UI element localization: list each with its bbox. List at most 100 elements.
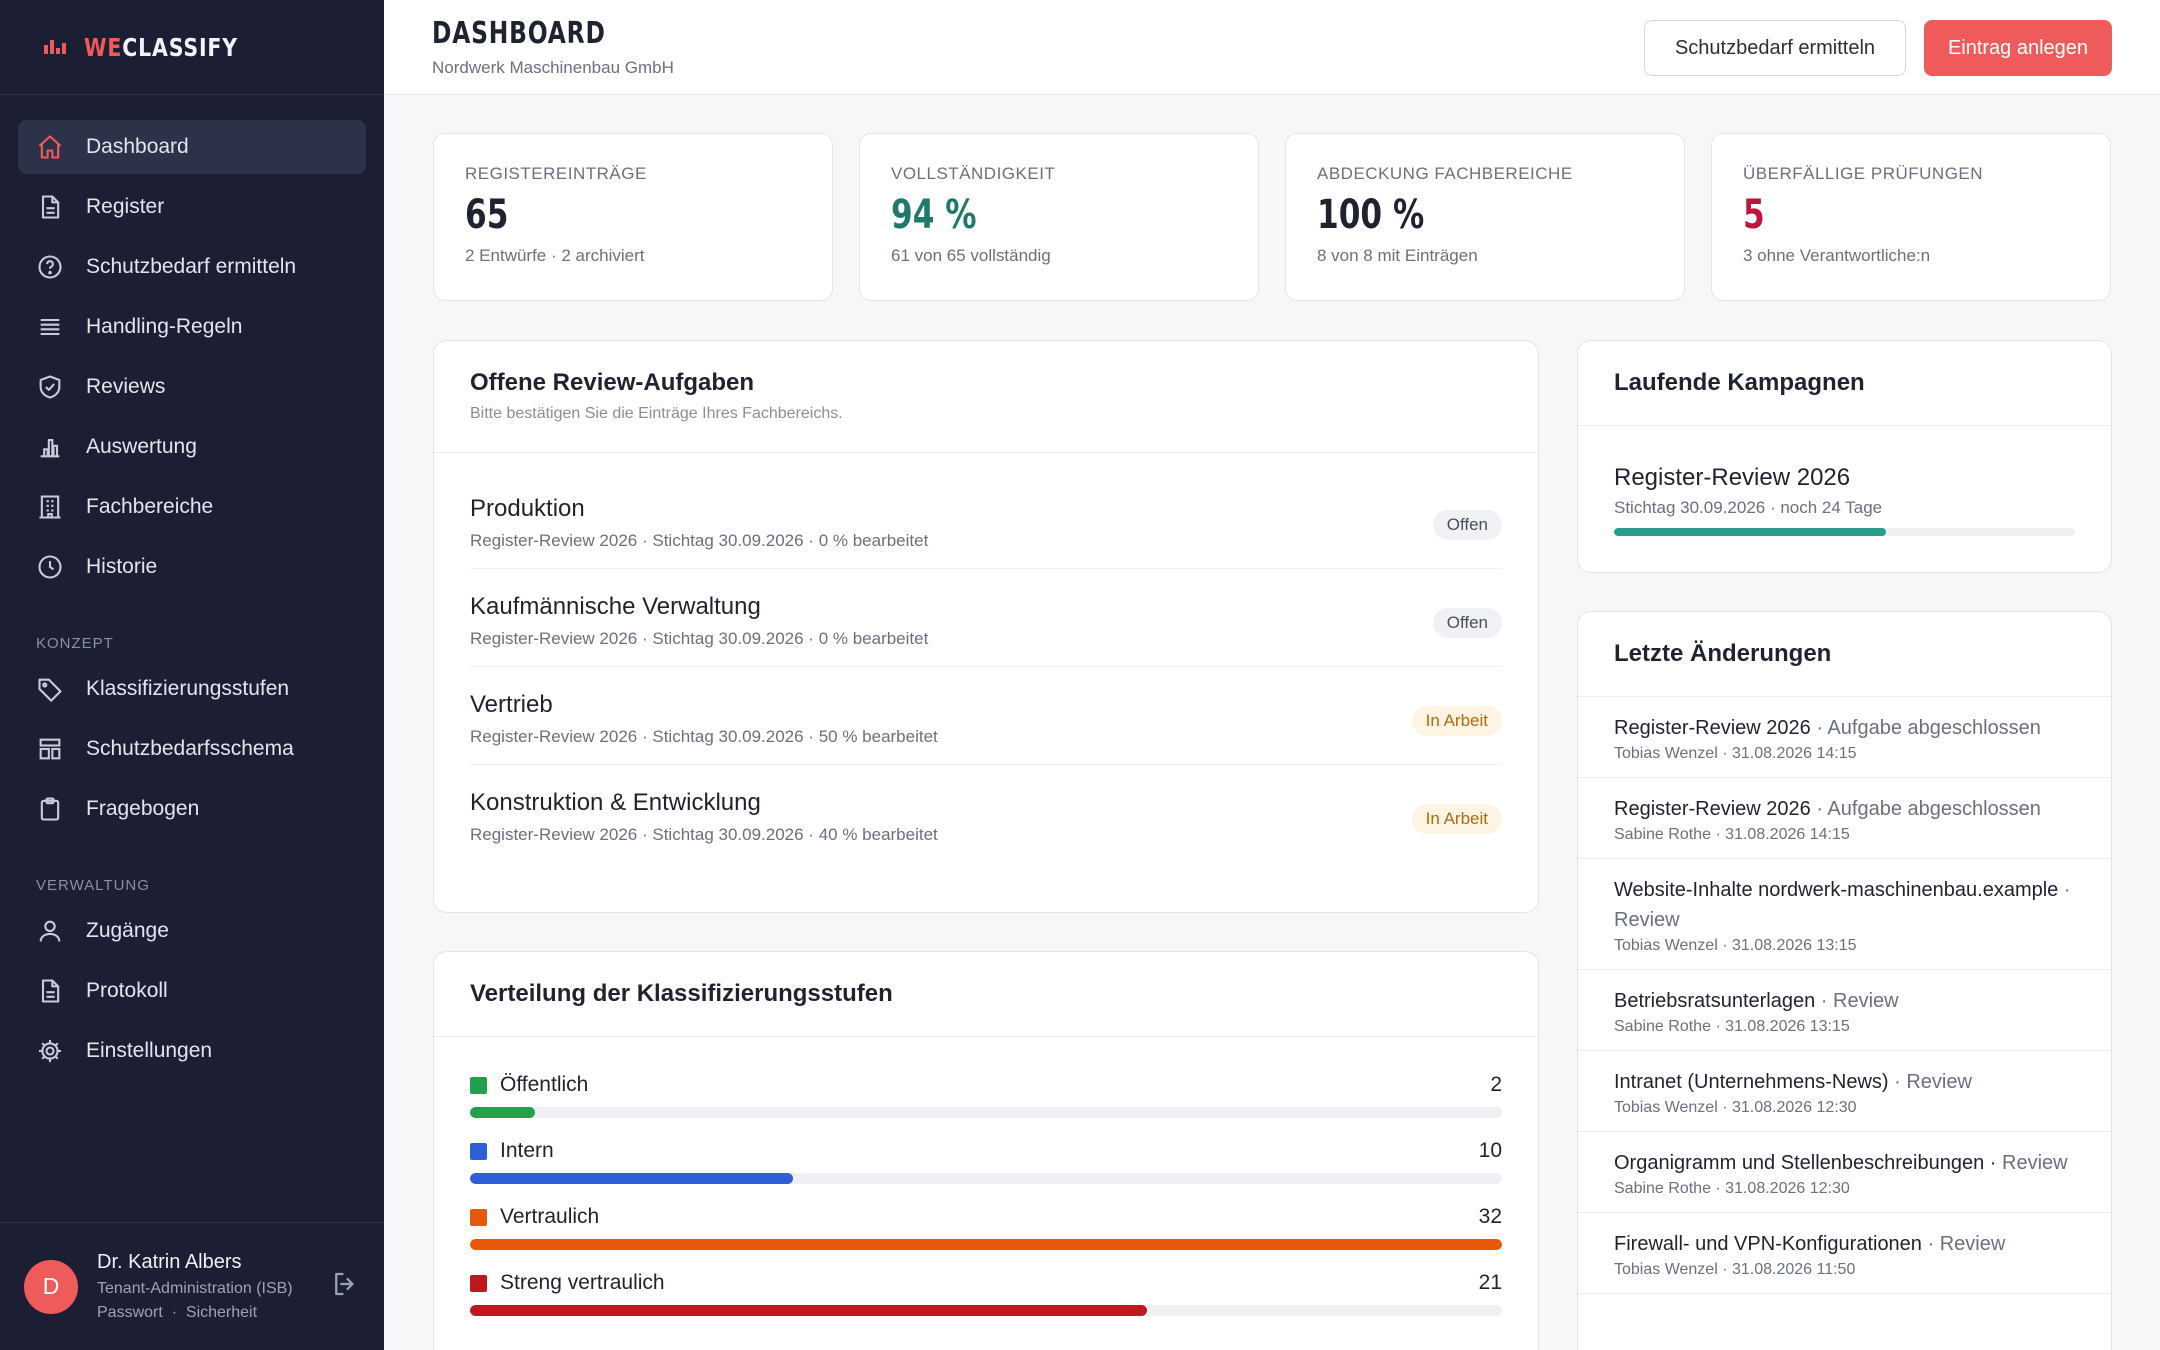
stat-sub: 3 ohne Verantwortliche:n	[1743, 246, 1931, 265]
distribution-card: Verteilung der Klassifizierungsstufen Öf…	[433, 951, 1539, 1350]
task-name: Produktion	[470, 495, 585, 522]
brand[interactable]: WECLASSIFY	[0, 0, 384, 95]
change-title: Intranet (Unternehmens-News)	[1614, 1071, 1889, 1093]
sidebar-item-protokoll[interactable]: Protokoll	[18, 964, 366, 1018]
sidebar-item-auswertung[interactable]: Auswertung	[18, 420, 366, 474]
top-header: DASHBOARD Nordwerk Maschinenbau GmbH Sch…	[384, 0, 2160, 95]
sidebar-item-handling-regeln[interactable]: Handling-Regeln	[18, 300, 366, 354]
brand-name: WECLASSIFY	[84, 32, 238, 62]
change-meta: Tobias Wenzel · 31.08.2026 13:15	[1614, 937, 1857, 954]
stat-label: ABDECKUNG FACHBEREICHE	[1317, 164, 1573, 183]
task-row[interactable]: Produktion Register-Review 2026 · Sticht…	[470, 471, 1502, 569]
stat-sub: 61 von 65 vollständig	[891, 246, 1051, 265]
task-row[interactable]: Vertrieb Register-Review 2026 · Stichtag…	[470, 667, 1502, 765]
status-badge: In Arbeit	[1411, 804, 1502, 834]
logout-icon[interactable]	[330, 1269, 360, 1299]
sidebar-nav: Dashboard Register Schutzbedarf ermittel…	[0, 95, 384, 1078]
stat-card-ueberfaellig[interactable]: ÜBERFÄLLIGE PRÜFUNGEN 5 3 ohne Verantwor…	[1711, 133, 2111, 301]
clock-icon	[38, 555, 62, 579]
stat-card-vollstaendigkeit[interactable]: VOLLSTÄNDIGKEIT 94 % 61 von 65 vollständ…	[859, 133, 1259, 301]
tenant-name: Nordwerk Maschinenbau GmbH	[432, 58, 674, 77]
level-count: 21	[1478, 1271, 1502, 1294]
change-title: Firewall- und VPN-Konfigurationen	[1614, 1233, 1922, 1255]
sidebar-item-reviews[interactable]: Reviews	[18, 360, 366, 414]
shield-check-icon	[39, 375, 61, 399]
user-role: Tenant-Administration (ISB)	[97, 1280, 293, 1297]
sidebar-item-register[interactable]: Register	[18, 180, 366, 234]
legend-swatch	[470, 1077, 487, 1094]
sidebar-item-zugaenge[interactable]: Zugänge	[18, 904, 366, 958]
campaign-meta: Stichtag 30.09.2026 · noch 24 Tage	[1614, 498, 1883, 517]
level-label: Streng vertraulich	[500, 1271, 665, 1294]
link-separator: ·	[171, 1304, 178, 1321]
change-action: · Review	[1815, 990, 1899, 1012]
change-item[interactable]: Firewall- und VPN-Konfigurationen · Revi…	[1578, 1213, 2111, 1294]
security-link[interactable]: Sicherheit	[185, 1304, 258, 1321]
sidebar-item-dashboard[interactable]: Dashboard	[18, 120, 366, 174]
sidebar-item-schutzbedarf[interactable]: Schutzbedarf ermitteln	[18, 240, 366, 294]
level-count: 10	[1478, 1139, 1502, 1162]
level-label: Vertraulich	[500, 1205, 600, 1228]
sidebar-item-fachbereiche[interactable]: Fachbereiche	[18, 480, 366, 534]
change-item[interactable]: Website-Inhalte nordwerk-maschinenbau.ex…	[1578, 859, 2111, 970]
change-title: Register-Review 2026	[1614, 717, 1811, 739]
task-list: Produktion Register-Review 2026 · Sticht…	[434, 453, 1538, 863]
document-icon	[41, 979, 60, 1003]
stat-sub: 8 von 8 mit Einträgen	[1317, 246, 1478, 265]
review-tasks-card: Offene Review-Aufgaben Bitte bestätigen …	[433, 340, 1539, 913]
change-item[interactable]: Organigramm und Stellenbeschreibungen · …	[1578, 1132, 2111, 1213]
change-action: · Aufgabe abgeschlossen	[1810, 717, 2041, 739]
sidebar-item-schutzbedarfsschema[interactable]: Schutzbedarfsschema	[18, 722, 366, 776]
campaign-progress-fill	[1614, 528, 1886, 536]
schutzbedarf-button[interactable]: Schutzbedarf ermitteln	[1644, 20, 1906, 76]
layout-icon	[39, 738, 61, 760]
nav-section-konzept: KONZEPT	[36, 635, 114, 652]
card-title: Laufende Kampagnen	[1614, 369, 1865, 396]
card-title: Offene Review-Aufgaben	[470, 369, 755, 396]
task-meta: Register-Review 2026 · Stichtag 30.09.20…	[470, 825, 938, 844]
password-link[interactable]: Passwort	[97, 1304, 163, 1321]
campaigns-card: Laufende Kampagnen Register-Review 2026 …	[1577, 340, 2112, 573]
status-badge: Offen	[1432, 608, 1502, 638]
change-item[interactable]: Intranet (Unternehmens-News) · Review To…	[1578, 1051, 2111, 1132]
task-name: Konstruktion & Entwicklung	[470, 789, 761, 816]
sidebar-item-fragebogen[interactable]: Fragebogen	[18, 782, 366, 836]
add-entry-button[interactable]: Eintrag anlegen	[1924, 20, 2112, 76]
stat-label: REGISTEREINTRÄGE	[465, 164, 647, 183]
building-icon	[39, 495, 61, 519]
recent-changes-card: Letzte Änderungen Register-Review 2026 ·…	[1577, 611, 2112, 1350]
user-icon	[39, 920, 61, 942]
level-bar-fill	[470, 1239, 1502, 1250]
task-row[interactable]: Konstruktion & Entwicklung Register-Revi…	[470, 765, 1502, 863]
change-meta: Tobias Wenzel · 31.08.2026 14:15	[1614, 745, 1857, 762]
task-meta: Register-Review 2026 · Stichtag 30.09.20…	[470, 531, 929, 550]
change-meta: Sabine Rothe · 31.08.2026 13:15	[1614, 1018, 1850, 1035]
change-item[interactable]: Register-Review 2026 · Aufgabe abgeschlo…	[1578, 697, 2111, 778]
stat-card-abdeckung[interactable]: ABDECKUNG FACHBEREICHE 100 % 8 von 8 mit…	[1285, 133, 1685, 301]
task-meta: Register-Review 2026 · Stichtag 30.09.20…	[470, 629, 929, 648]
campaign-name: Register-Review 2026	[1614, 464, 1851, 491]
campaign-item[interactable]: Register-Review 2026 Stichtag 30.09.2026…	[1578, 426, 2111, 536]
change-item[interactable]: Betriebsratsunterlagen · Review Sabine R…	[1578, 970, 2111, 1051]
stat-card-registereintraege[interactable]: REGISTEREINTRÄGE 65 2 Entwürfe · 2 archi…	[433, 133, 833, 301]
card-description: Bitte bestätigen Sie die Einträge Ihres …	[470, 405, 843, 422]
document-icon	[41, 195, 60, 219]
user-name: Dr. Katrin Albers	[97, 1251, 242, 1273]
level-bar-fill	[470, 1107, 535, 1118]
bar-chart-icon	[40, 438, 60, 458]
task-name: Vertrieb	[470, 691, 553, 718]
level-label: Öffentlich	[500, 1073, 589, 1096]
task-row[interactable]: Kaufmännische Verwaltung Register-Review…	[470, 569, 1502, 667]
sidebar-item-historie[interactable]: Historie	[18, 540, 366, 594]
level-bar-track	[470, 1173, 1502, 1184]
level-count: 2	[1490, 1073, 1502, 1096]
legend-swatch	[470, 1209, 487, 1226]
sidebar-item-klassifizierungsstufen[interactable]: Klassifizierungsstufen	[18, 662, 366, 716]
stat-sub: 2 Entwürfe · 2 archiviert	[465, 246, 645, 265]
card-title: Verteilung der Klassifizierungsstufen	[470, 980, 893, 1007]
sidebar-item-einstellungen[interactable]: Einstellungen	[18, 1024, 366, 1078]
avatar[interactable]: D	[24, 1259, 78, 1314]
change-item[interactable]: Register-Review 2026 · Aufgabe abgeschlo…	[1578, 778, 2111, 859]
change-meta: Sabine Rothe · 31.08.2026 14:15	[1614, 826, 1850, 843]
distribution-row: Streng vertraulich 21	[470, 1263, 1502, 1329]
